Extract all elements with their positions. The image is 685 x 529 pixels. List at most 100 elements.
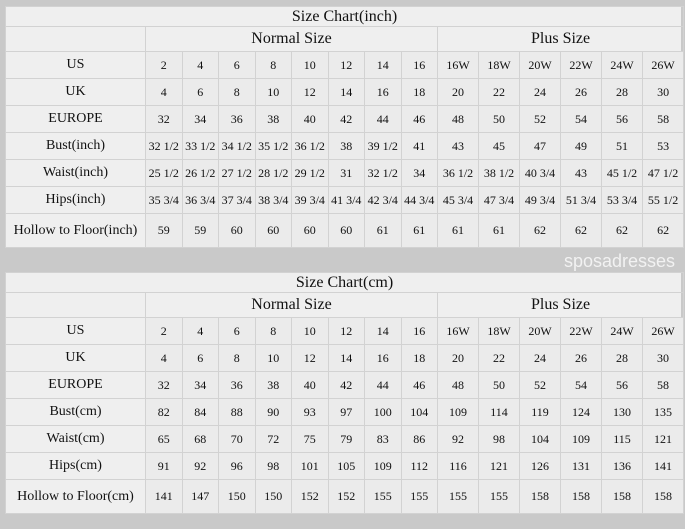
value-cell: 14 — [327, 78, 365, 106]
value-cell: 30 — [641, 344, 685, 372]
value-cell: 26 — [560, 78, 602, 106]
value-cell: 158 — [560, 479, 602, 514]
value-cell: 12 — [291, 78, 329, 106]
value-cell: 28 1/2 — [254, 159, 292, 187]
value-cell: 112 — [400, 452, 438, 480]
value-cell: 22W — [560, 51, 602, 79]
value-cell: 101 — [291, 452, 329, 480]
value-cell: 93 — [291, 398, 329, 426]
value-cell: 72 — [254, 425, 292, 453]
value-cell: 18 — [400, 78, 438, 106]
title-row: Size Chart(cm) — [4, 272, 685, 293]
value-cell: 26W — [641, 317, 685, 345]
value-cell: 22W — [560, 317, 602, 345]
value-cell: 36 1/2 — [291, 132, 329, 160]
group-row: Normal Size Plus Size — [5, 292, 685, 318]
value-cell: 40 — [291, 105, 329, 133]
value-cell: 104 — [400, 398, 438, 426]
value-cell: 4 — [145, 78, 183, 106]
value-cell: 29 1/2 — [291, 159, 329, 187]
value-cell: 155 — [478, 479, 520, 514]
value-cell: 100 — [364, 398, 402, 426]
normal-size-header: Normal Size — [145, 26, 438, 52]
table-row: Waist(cm) 65 68 70 72 75 79 83 86 92 98 104 109 115 12… — [5, 425, 685, 453]
value-cell: 152 — [327, 479, 365, 514]
value-cell: 14 — [327, 344, 365, 372]
value-cell: 58 — [641, 105, 685, 133]
table-row: Hollow to Floor(cm) 141 147 150 150 152 152 155… — [5, 479, 685, 514]
value-cell: 49 — [560, 132, 602, 160]
value-cell: 18W — [478, 51, 520, 79]
value-cell: 45 — [478, 132, 520, 160]
value-cell: 109 — [364, 452, 402, 480]
value-cell: 98 — [478, 425, 520, 453]
value-cell: 92 — [437, 425, 479, 453]
value-cell: 86 — [400, 425, 438, 453]
value-cell: 48 — [437, 371, 479, 399]
value-cell: 92 — [181, 452, 219, 480]
value-cell: 32 1/2 — [364, 159, 402, 187]
value-cell: 124 — [560, 398, 602, 426]
value-cell: 60 — [291, 213, 329, 248]
table-row: EUROPE 32 34 36 38 40 42 44 46 48 50 52 54 56 58 — [5, 105, 685, 133]
value-cell: 98 — [254, 452, 292, 480]
value-cell: 51 — [601, 132, 643, 160]
value-cell: 14 — [364, 317, 402, 345]
value-cell: 42 3/4 — [364, 186, 402, 214]
value-cell: 130 — [601, 398, 643, 426]
value-cell: 91 — [145, 452, 183, 480]
value-cell: 70 — [218, 425, 256, 453]
value-cell: 32 — [145, 371, 183, 399]
watermark: sposadresses — [563, 251, 675, 271]
plus-size-header: Plus Size — [436, 292, 685, 318]
value-cell: 52 — [519, 105, 561, 133]
value-cell: 158 — [519, 479, 561, 514]
row-label: US — [5, 51, 146, 79]
value-cell: 6 — [181, 78, 219, 106]
value-cell: 96 — [218, 452, 256, 480]
value-cell: 40 — [291, 371, 329, 399]
value-cell: 16 — [400, 317, 438, 345]
value-cell: 16W — [437, 317, 479, 345]
value-cell: 44 — [364, 371, 402, 399]
value-cell: 56 — [601, 371, 643, 399]
value-cell: 155 — [437, 479, 479, 514]
value-cell: 75 — [291, 425, 329, 453]
value-cell: 34 1/2 — [218, 132, 256, 160]
value-cell: 47 3/4 — [478, 186, 520, 214]
value-cell: 10 — [254, 78, 292, 106]
value-cell: 6 — [218, 317, 256, 345]
chart-title: Size Chart(cm) — [4, 272, 685, 293]
value-cell: 20 — [437, 344, 479, 372]
value-cell: 68 — [181, 425, 219, 453]
value-cell: 36 — [218, 105, 256, 133]
value-cell: 4 — [145, 344, 183, 372]
value-cell: 26 1/2 — [181, 159, 219, 187]
value-cell: 20W — [519, 51, 561, 79]
value-cell: 44 — [364, 105, 402, 133]
value-cell: 39 3/4 — [291, 186, 329, 214]
value-cell: 28 — [601, 344, 643, 372]
row-label: EUROPE — [5, 105, 146, 133]
value-cell: 2 — [145, 317, 183, 345]
value-cell: 88 — [218, 398, 256, 426]
value-cell: 12 — [291, 344, 329, 372]
value-cell: 147 — [181, 479, 219, 514]
value-cell: 16 — [364, 344, 402, 372]
value-cell: 37 3/4 — [218, 186, 256, 214]
value-cell: 38 1/2 — [478, 159, 520, 187]
blank-cell — [5, 292, 146, 318]
row-label: Bust(cm) — [5, 398, 146, 426]
value-cell: 36 3/4 — [181, 186, 219, 214]
value-cell: 119 — [519, 398, 561, 426]
size-chart-cm: Size Chart(cm) Normal Size Plus Size US 2 4 6 8… — [4, 272, 685, 514]
value-cell: 126 — [519, 452, 561, 480]
value-cell: 18 — [400, 344, 438, 372]
value-cell: 14 — [364, 51, 402, 79]
value-cell: 53 3/4 — [601, 186, 643, 214]
value-cell: 52 — [519, 371, 561, 399]
value-cell: 58 — [641, 371, 685, 399]
value-cell: 49 3/4 — [519, 186, 561, 214]
value-cell: 56 — [601, 105, 643, 133]
value-cell: 59 — [181, 213, 219, 248]
